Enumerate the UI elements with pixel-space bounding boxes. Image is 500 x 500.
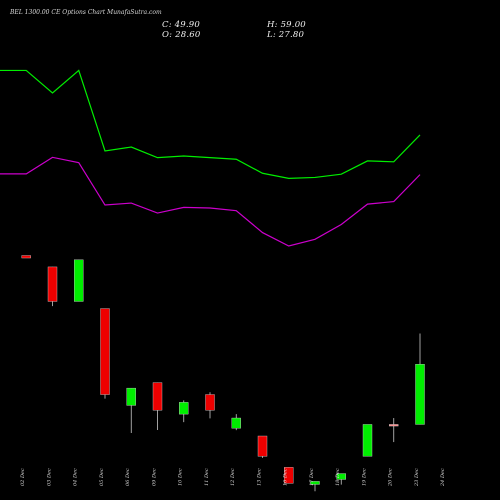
candle-body [362,424,373,457]
candle-body [179,402,189,415]
close-readout: C: 49.90 [162,20,201,30]
low-readout: L: 27.80 [267,30,305,40]
candle [205,392,215,419]
candle-body [310,481,320,485]
candle-layer [21,255,425,492]
x-tick-label: 16 Dec [283,468,289,486]
x-tick-label: 19 Dec [361,468,367,486]
x-tick-label: 17 Dec [309,468,315,486]
candle-body [284,467,294,484]
candle-body [100,308,110,395]
x-tick-label: 18 Dec [335,468,341,486]
x-tick-label: 11 Dec [204,468,210,486]
candle-body [126,387,136,406]
high-readout: H: 59.00 [267,20,306,30]
x-tick-label: 10 Dec [178,468,184,486]
open-readout: O: 28.60 [162,30,201,40]
candle-body [231,417,241,429]
candle [336,473,346,485]
candle [284,467,294,484]
upper-band-line [0,69,421,179]
candle-body [152,382,163,411]
x-axis: 02 Dec 03 Dec 04 Dec 05 Dec 06 Dec 09 Dec 10 D… [20,468,446,487]
lower-band-line [0,156,421,247]
x-tick-label: 13 Dec [256,468,262,486]
x-tick-label: 03 Dec [46,468,52,486]
candle [415,333,425,425]
chart-title: BEL 1300.00 CE Options Chart MunafaSutra… [10,9,162,16]
x-tick-label: 05 Dec [99,468,105,486]
candle [310,481,320,492]
x-tick-label: 04 Dec [73,468,79,486]
x-tick-label: 23 Dec [414,468,420,487]
candle [362,424,373,457]
candle [389,418,399,443]
x-tick-label: 12 Dec [230,468,236,486]
candle [21,255,31,259]
x-tick-label: 09 Dec [151,468,157,486]
x-tick-label: 20 Dec [388,468,394,487]
candle-body [74,259,84,302]
candle-body [415,364,425,425]
candle [74,259,84,302]
x-tick-label: 02 Dec [20,468,26,486]
candle-body [21,255,31,259]
candle-body [389,424,399,427]
candle [152,382,163,430]
candle-body [205,394,215,411]
band-layer [0,69,421,247]
candle [179,400,189,423]
x-tick-label: 24 Dec [440,468,446,487]
x-tick-label: 06 Dec [125,468,131,486]
candle-body [47,266,58,302]
candle [231,414,241,431]
candle [126,387,136,433]
candle-body [257,435,268,457]
candle-body [336,473,346,480]
candle [257,435,268,458]
candle [100,308,110,399]
candle [47,266,58,307]
